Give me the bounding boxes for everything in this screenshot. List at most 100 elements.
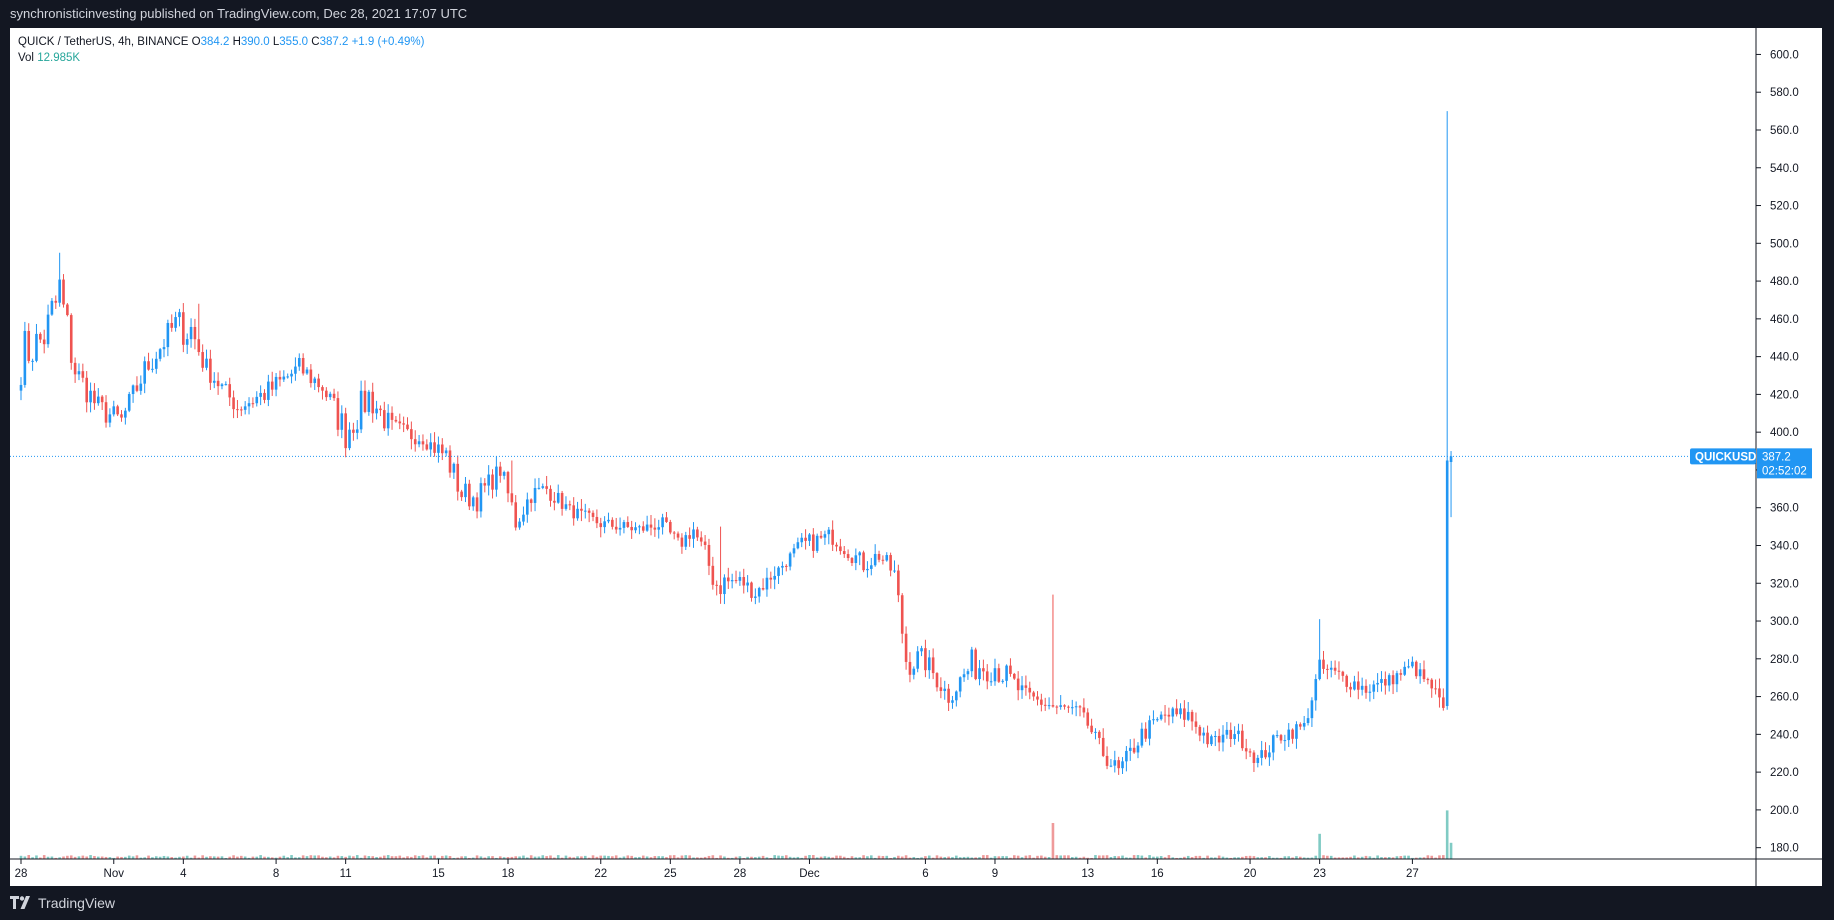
- candle-body: [1148, 720, 1151, 739]
- volume-bar: [730, 857, 734, 859]
- volume-bar: [1171, 857, 1175, 859]
- volume-bar: [781, 855, 784, 859]
- volume-bar: [1310, 857, 1314, 859]
- candle-body: [394, 419, 398, 422]
- candle-body: [1105, 755, 1109, 766]
- price-tick-label: 340.0: [1770, 540, 1799, 552]
- candle-body: [711, 565, 715, 585]
- candle-body: [1287, 729, 1291, 741]
- volume-bar: [1148, 855, 1151, 859]
- candle-body: [444, 450, 448, 454]
- time-tick-label: Dec: [799, 868, 820, 880]
- volume-bar: [522, 855, 525, 859]
- volume-bar: [982, 855, 985, 859]
- candle-body: [66, 304, 69, 316]
- candle-body: [104, 402, 108, 423]
- volume-bar: [839, 855, 842, 859]
- candle-body: [1210, 736, 1213, 745]
- volume-bar: [634, 857, 637, 859]
- volume-bar: [1028, 855, 1032, 859]
- price-tick-label: 580.0: [1770, 87, 1799, 99]
- volume-bar: [1167, 855, 1171, 859]
- candle-body: [162, 347, 166, 350]
- volume-bar: [734, 856, 738, 859]
- volume-bar: [1233, 857, 1236, 859]
- candle-body: [541, 486, 545, 488]
- candle-body: [1353, 681, 1356, 690]
- candle-body: [1341, 671, 1345, 676]
- candle-body: [1364, 685, 1368, 693]
- candle-body: [209, 358, 212, 383]
- volume-bar: [131, 856, 135, 859]
- candle-body: [1329, 667, 1333, 670]
- volume-bar: [873, 857, 877, 859]
- volume-label[interactable]: Vol: [18, 52, 34, 64]
- candle-body: [618, 527, 622, 530]
- chart-pane[interactable]: [10, 28, 1822, 886]
- volume-bar: [1221, 856, 1225, 859]
- candle-body: [178, 312, 181, 318]
- volume-bar: [1364, 855, 1368, 859]
- candle-body: [904, 633, 908, 662]
- candle-body: [1430, 679, 1434, 689]
- volume-bar: [286, 857, 289, 859]
- symbol-label[interactable]: QUICK / TetherUS, 4h, BINANCE: [18, 36, 189, 48]
- candle-body: [603, 521, 606, 528]
- candle-body: [1310, 700, 1314, 719]
- volume-bar: [576, 856, 579, 859]
- volume-bar: [827, 856, 831, 859]
- volume-bar: [514, 856, 518, 859]
- volume-bar: [506, 857, 510, 859]
- volume-bar: [502, 857, 506, 859]
- volume-bar: [611, 856, 614, 859]
- volume-bar: [703, 856, 707, 859]
- volume-bar: [866, 856, 869, 859]
- candle-body: [1013, 673, 1016, 679]
- chart-legend: QUICK / TetherUS, 4h, BINANCE O384.2 H39…: [18, 34, 424, 66]
- candle-body: [305, 369, 309, 374]
- price-chart[interactable]: 180.0 200.0 220.0 240.0 260.0 280.0 300.0 320.0…: [10, 28, 1822, 886]
- volume-bar: [1360, 856, 1364, 859]
- candle-body: [1074, 706, 1078, 708]
- volume-bar: [641, 855, 645, 859]
- candle-body: [1190, 711, 1194, 722]
- volume-bar: [1179, 857, 1182, 859]
- volume-bar: [1345, 857, 1348, 859]
- volume-bar: [410, 856, 413, 859]
- candle-body: [854, 555, 858, 564]
- volume-bar: [348, 855, 351, 859]
- volume-bar: [62, 856, 65, 859]
- candle-body: [1403, 666, 1406, 675]
- candle-body: [108, 414, 112, 423]
- candle-body: [506, 472, 510, 494]
- volume-bar: [174, 857, 177, 859]
- volume-bar: [89, 855, 92, 859]
- candle-body: [1380, 679, 1383, 683]
- candle-body: [1271, 735, 1275, 753]
- candle-body: [390, 412, 394, 420]
- candle-body: [1167, 714, 1171, 717]
- volume-bar: [526, 857, 529, 859]
- volume-bar: [788, 856, 792, 859]
- volume-bar: [549, 855, 552, 859]
- volume-bar: [1271, 857, 1275, 859]
- candle-body: [1322, 659, 1325, 669]
- price-tick-label: 540.0: [1770, 163, 1799, 175]
- candle-body: [1117, 760, 1120, 769]
- candle-body: [379, 408, 382, 411]
- volume-bar: [1210, 857, 1213, 859]
- volume-bar: [259, 855, 262, 859]
- candle-body: [893, 570, 896, 572]
- volume-bar: [1040, 855, 1043, 859]
- candle-body: [1442, 697, 1445, 708]
- volume-bar: [746, 856, 749, 859]
- volume-bar: [757, 856, 761, 859]
- tradingview-logo[interactable]: TradingView: [10, 893, 115, 913]
- candle-body: [784, 565, 788, 567]
- volume-bar: [831, 857, 834, 859]
- candle-body: [746, 582, 749, 586]
- candle-body: [1244, 748, 1248, 752]
- volume-bar: [313, 855, 317, 859]
- volume-bar: [1020, 857, 1024, 859]
- last-price-badge: QUICKUSDT 387.2 02:52:02: [1690, 448, 1812, 479]
